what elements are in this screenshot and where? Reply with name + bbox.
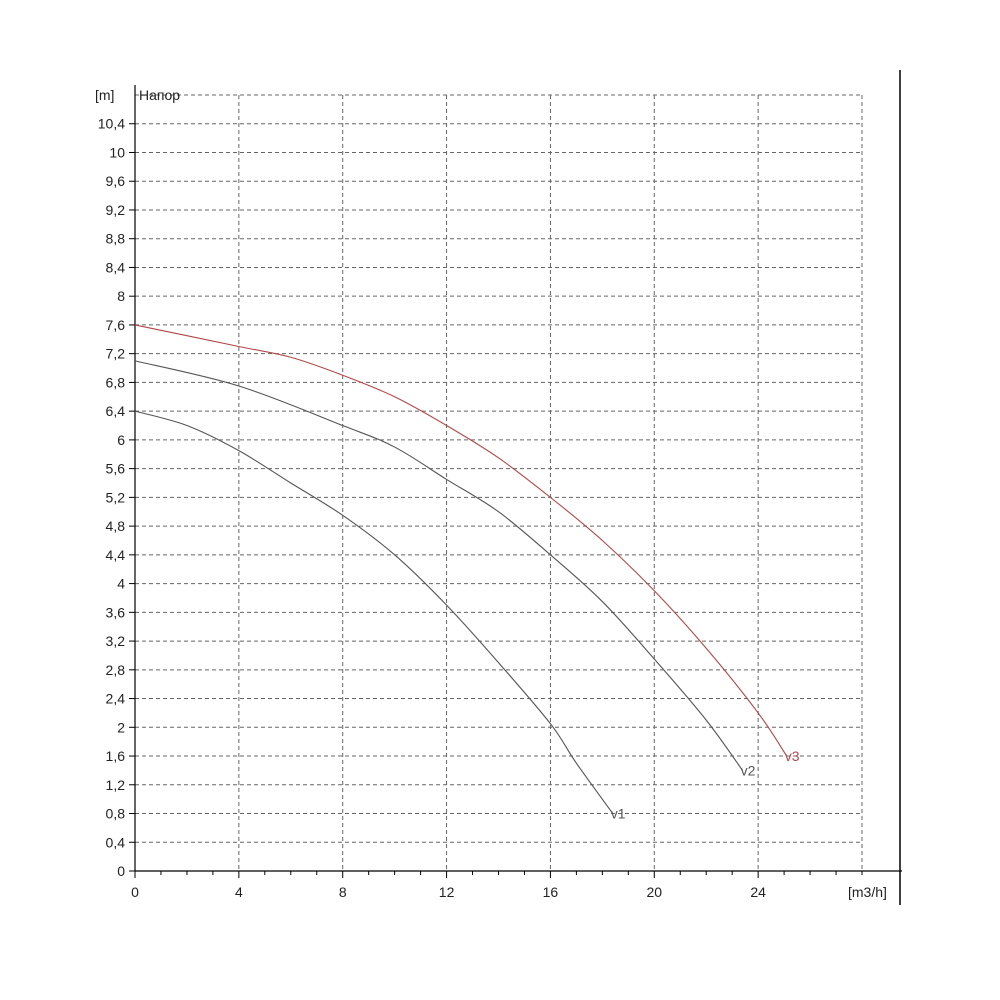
y-tick-label: 4 bbox=[117, 576, 125, 592]
series-label-v3: v3 bbox=[785, 748, 800, 764]
y-tick-label: 9,6 bbox=[106, 173, 126, 189]
x-tick-label: 0 bbox=[131, 884, 139, 900]
y-tick-label: 9,2 bbox=[106, 202, 126, 218]
y-tick-label: 5,6 bbox=[106, 461, 126, 477]
x-axis-unit-label: [m3/h] bbox=[848, 884, 887, 900]
y-tick-label: 8,8 bbox=[106, 231, 126, 247]
y-tick-label: 6,4 bbox=[106, 403, 126, 419]
y-tick-label: 5,2 bbox=[106, 489, 126, 505]
y-tick-label: 4,4 bbox=[106, 547, 126, 563]
chart-title: Напор bbox=[139, 87, 180, 103]
series-line-v3 bbox=[134, 324, 788, 757]
y-tick-label: 0,8 bbox=[106, 806, 126, 822]
y-tick-label: 2,8 bbox=[106, 662, 126, 678]
x-tick-label: 16 bbox=[543, 884, 559, 900]
y-tick-label: 2,4 bbox=[106, 691, 126, 707]
y-tick-label: 4,8 bbox=[106, 518, 126, 534]
y-tick-label: 0 bbox=[117, 863, 125, 879]
y-tick-label: 8,4 bbox=[106, 259, 126, 275]
y-tick-label: 0,4 bbox=[106, 834, 126, 850]
x-tick-label: 24 bbox=[750, 884, 766, 900]
series-lines: v1 v2 v3 bbox=[134, 324, 800, 822]
y-tick-label: 1,2 bbox=[106, 777, 126, 793]
series-line-v2 bbox=[134, 360, 744, 771]
axes bbox=[129, 85, 902, 878]
y-tick-label: 2 bbox=[117, 719, 125, 735]
series-label-v1: v1 bbox=[611, 806, 626, 822]
y-tick-label: 7,6 bbox=[106, 317, 126, 333]
series-line-v1 bbox=[134, 410, 614, 814]
y-tick-label: 7,2 bbox=[106, 346, 126, 362]
y-axis-unit-label: [m] bbox=[95, 87, 114, 103]
x-tick-label: 20 bbox=[646, 884, 662, 900]
y-tick-label: 10 bbox=[109, 144, 125, 160]
tick-labels: 0 4 8 12 16 20 24 0 0,4 0,8 1,2 1,6 2 2,4 2,8 3,2 3,6 4 4,… bbox=[98, 116, 766, 900]
series-label-v2: v2 bbox=[741, 762, 756, 778]
y-tick-label: 10,4 bbox=[98, 116, 125, 132]
x-tick-label: 8 bbox=[339, 884, 347, 900]
y-tick-label: 8 bbox=[117, 288, 125, 304]
y-tick-label: 1,6 bbox=[106, 748, 126, 764]
y-tick-label: 6 bbox=[117, 432, 125, 448]
y-tick-label: 6,8 bbox=[106, 374, 126, 390]
y-tick-label: 3,6 bbox=[106, 604, 126, 620]
y-tick-label: 3,2 bbox=[106, 633, 126, 649]
x-tick-label: 12 bbox=[439, 884, 455, 900]
x-tick-label: 4 bbox=[235, 884, 243, 900]
grid bbox=[135, 94, 863, 871]
